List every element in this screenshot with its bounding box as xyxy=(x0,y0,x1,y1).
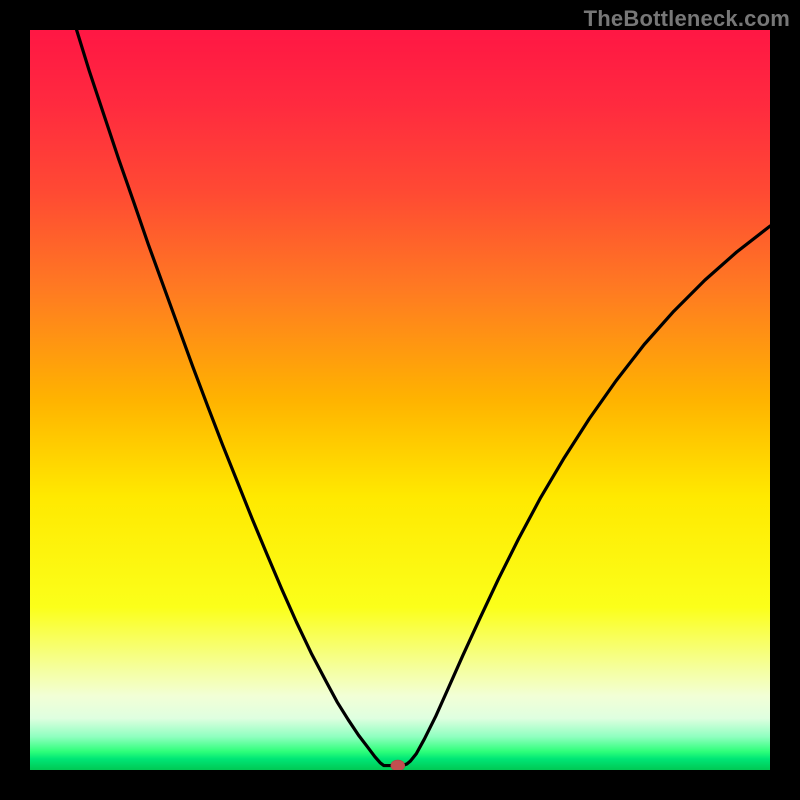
watermark-text: TheBottleneck.com xyxy=(584,6,790,32)
chart-container: TheBottleneck.com xyxy=(0,0,800,800)
gradient-background xyxy=(30,30,770,770)
bottleneck-gradient-plot xyxy=(30,30,770,770)
optimal-point-marker xyxy=(391,760,405,770)
